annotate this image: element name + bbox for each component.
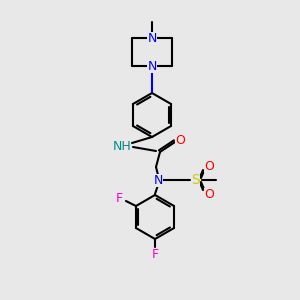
Text: N: N <box>147 59 157 73</box>
Text: O: O <box>204 188 214 200</box>
Text: S: S <box>192 173 200 187</box>
Text: N: N <box>147 32 157 44</box>
Text: O: O <box>204 160 214 172</box>
Text: N: N <box>153 173 163 187</box>
Text: O: O <box>175 134 185 146</box>
Text: F: F <box>152 248 159 260</box>
Text: NH: NH <box>112 140 131 154</box>
Text: F: F <box>116 193 122 206</box>
